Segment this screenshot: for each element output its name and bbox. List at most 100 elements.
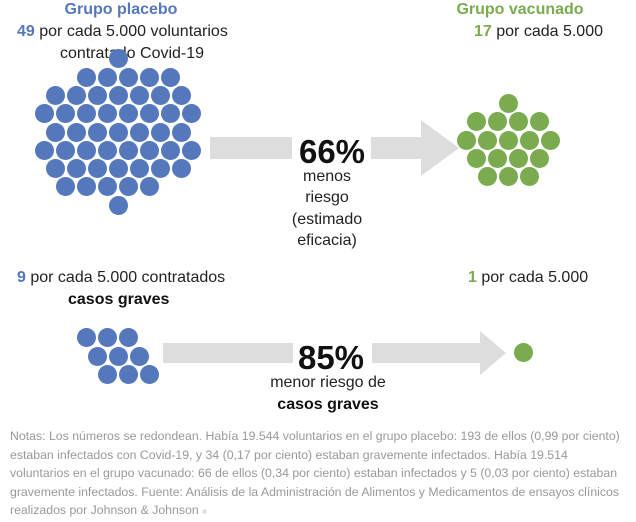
placebo-dot	[129, 159, 149, 179]
placebo-dot	[56, 140, 75, 160]
vaccinated-dot	[530, 112, 549, 132]
vaccinated-dot	[467, 148, 486, 168]
arrow-head-icon	[421, 120, 459, 176]
placebo-dot	[35, 104, 54, 124]
placebo-dot	[150, 159, 170, 179]
placebo-severe-dot	[108, 346, 128, 366]
severe-line1: menor riesgo de	[270, 374, 386, 391]
placebo-severe-dot	[119, 328, 138, 348]
vaccinated-severe-dot	[513, 342, 533, 362]
efficacy-line: menos	[302, 168, 352, 185]
placebo-count-text: por cada 5.000 voluntarios	[39, 23, 228, 40]
placebo-dot	[171, 122, 191, 142]
placebo-dot	[56, 104, 75, 124]
placebo-dot	[35, 140, 54, 160]
arrow2-shaft-left	[163, 343, 293, 363]
placebo-dot	[108, 85, 128, 105]
placebo-severe-dot	[129, 346, 149, 366]
vaccinated-severe: 1 por cada 5.000	[468, 268, 588, 288]
placebo-dot	[77, 177, 96, 197]
vaccinated-dot	[540, 130, 560, 150]
efficacy-line: eficacia)	[297, 232, 357, 249]
vaccinated-dot	[509, 148, 528, 168]
placebo-dot	[108, 195, 128, 215]
placebo-dot	[56, 177, 75, 197]
arrow2-shaft-right	[372, 343, 480, 363]
vaccinated-dot	[519, 167, 539, 187]
placebo-dot	[119, 177, 138, 197]
efficacy-line: riesgo	[305, 189, 349, 206]
placebo-dot	[140, 67, 159, 87]
placebo-severe-text: por cada 5.000 contratados	[30, 269, 226, 286]
placebo-dot	[98, 177, 117, 197]
placebo-dot	[140, 177, 159, 197]
severe-line2: casos graves	[277, 396, 379, 413]
placebo-dot	[150, 122, 170, 142]
placebo-dot	[119, 104, 138, 124]
placebo-dot	[129, 122, 149, 142]
placebo-count: 49 por cada 5.000 voluntarios	[17, 22, 228, 42]
placebo-severe-dot	[77, 328, 96, 348]
severe-value: 85%	[297, 339, 365, 376]
vaccinated-severe-number: 1	[468, 269, 477, 286]
placebo-dot	[108, 159, 128, 179]
notes: Notas: Los números se redondean. Había 1…	[10, 427, 620, 522]
placebo-severe-dot	[98, 328, 117, 348]
vaccinated-dot	[498, 167, 518, 187]
vaccinated-count: 17 por cada 5.000	[474, 22, 603, 42]
notes-text: Notas: Los números se redondean. Había 1…	[10, 429, 620, 517]
placebo-dot	[45, 122, 65, 142]
vaccinated-dot	[477, 130, 497, 150]
vaccinated-dot	[488, 112, 507, 132]
placebo-dot	[161, 140, 180, 160]
placebo-severe-dot	[98, 364, 117, 384]
placebo-dot	[77, 104, 96, 124]
placebo-severe-dot	[87, 346, 107, 366]
vaccinated-dot	[477, 167, 497, 187]
placebo-severe: 9 por cada 5.000 contratados	[17, 268, 225, 288]
vaccinated-count-text: por cada 5.000	[496, 23, 603, 40]
placebo-severe-dot	[119, 364, 138, 384]
placebo-dot	[77, 67, 96, 87]
placebo-title: Grupo placebo	[64, 1, 178, 18]
vaccinated-dot	[509, 112, 528, 132]
vaccinated-dot	[498, 130, 518, 150]
placebo-dot	[87, 85, 107, 105]
placebo-dot	[98, 140, 117, 160]
arrow-shaft-left	[210, 137, 292, 159]
placebo-dot	[171, 159, 191, 179]
placebo-dot	[140, 104, 159, 124]
placebo-dot	[87, 122, 107, 142]
placebo-count-text2: contratado Covid-19	[59, 45, 205, 62]
placebo-dot	[150, 85, 170, 105]
placebo-dot	[98, 104, 117, 124]
placebo-count-number: 49	[17, 23, 35, 40]
vaccinated-dot	[519, 130, 539, 150]
placebo-dot	[66, 159, 86, 179]
placebo-dot	[182, 140, 201, 160]
placebo-dot	[87, 159, 107, 179]
placebo-dot	[98, 67, 117, 87]
vaccinated-dot	[467, 112, 486, 132]
placebo-severe-dot	[140, 364, 159, 384]
placebo-dot	[119, 140, 138, 160]
placebo-dot	[129, 85, 149, 105]
placebo-severe-label: casos graves	[68, 291, 170, 308]
arrow2-head-icon	[480, 331, 506, 375]
vaccinated-dot	[498, 93, 518, 113]
vaccinated-count-number: 17	[474, 23, 492, 40]
placebo-dot	[77, 140, 96, 160]
placebo-dot	[45, 159, 65, 179]
placebo-dot	[66, 85, 86, 105]
vaccinated-severe-text: por cada 5.000	[481, 269, 589, 286]
placebo-severe-number: 9	[17, 269, 26, 286]
vaccinated-dot	[488, 148, 507, 168]
vaccinated-dot	[530, 148, 549, 168]
placebo-dot	[108, 122, 128, 142]
placebo-dot	[140, 140, 159, 160]
placebo-dot	[66, 122, 86, 142]
vaccinated-title: Grupo vacunado	[456, 1, 584, 18]
placebo-dot	[161, 104, 180, 124]
placebo-dot	[182, 104, 201, 124]
bullet-icon: ■	[202, 507, 207, 516]
